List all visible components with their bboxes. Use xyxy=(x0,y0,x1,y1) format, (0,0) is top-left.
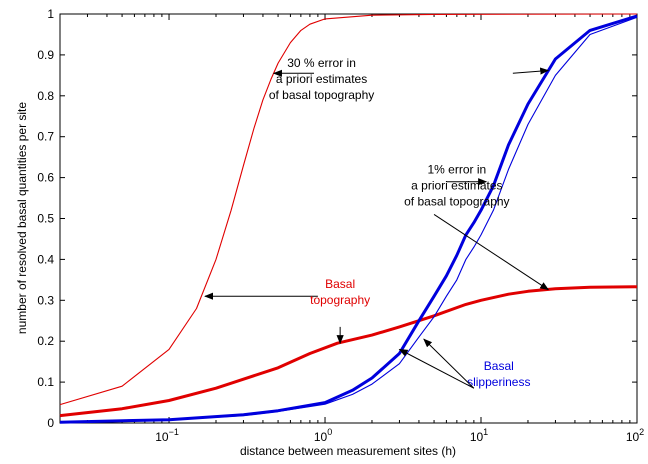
annotation-arrow xyxy=(398,348,475,389)
y-tick-label: 0.2 xyxy=(37,334,54,348)
y-tick-label: 1 xyxy=(47,7,54,21)
plot-area: 0 0.1 0.2 0.3 0.4 0.5 0.6 0.7 0.8 0.9 1 10−1 100 101 1… xyxy=(37,7,644,444)
x-axis-label: distance between measurement sites (h) xyxy=(240,444,456,458)
annotation-text: 30 % error in xyxy=(287,56,356,70)
annotation-arrow xyxy=(423,338,475,389)
y-tick-label: 0.3 xyxy=(37,293,54,307)
y-tick-label: 0.9 xyxy=(37,48,54,62)
annotation-text: slipperiness xyxy=(467,375,530,389)
y-tick-label: 0.6 xyxy=(37,171,54,185)
series-line-2 xyxy=(59,14,638,424)
annotation-text: of basal topography xyxy=(269,88,374,102)
x-tick-label: 101 xyxy=(470,427,488,444)
series-line-0 xyxy=(59,13,638,406)
series-line-3 xyxy=(59,16,638,423)
y-axis-label: number of resolved basal quantities per … xyxy=(15,102,29,334)
x-tick-label: 100 xyxy=(314,427,332,444)
x-tick-label: 102 xyxy=(626,427,644,444)
annotation-arrow xyxy=(433,213,550,291)
annotation-text: a priori estimates xyxy=(276,72,367,86)
annotation-text: a priori estimates xyxy=(411,179,502,193)
annotation-text: of basal topography xyxy=(404,195,509,209)
annotation-text: 1% error in xyxy=(428,163,487,177)
x-tick-label: 10−1 xyxy=(155,427,179,444)
annotation-text: Basal xyxy=(325,277,355,291)
annotation-arrow xyxy=(512,67,550,75)
y-tick-label: 0.5 xyxy=(37,212,54,226)
annotation-text: topography xyxy=(310,293,370,307)
y-tick-label: 0.4 xyxy=(37,252,54,266)
y-tick-label: 0 xyxy=(47,416,54,430)
y-tick-label: 0.8 xyxy=(37,89,54,103)
annotation-text: Basal xyxy=(484,359,514,373)
y-tick-label: 0.1 xyxy=(37,375,54,389)
series-line-1 xyxy=(59,285,638,418)
y-tick-label: 0.7 xyxy=(37,130,54,144)
